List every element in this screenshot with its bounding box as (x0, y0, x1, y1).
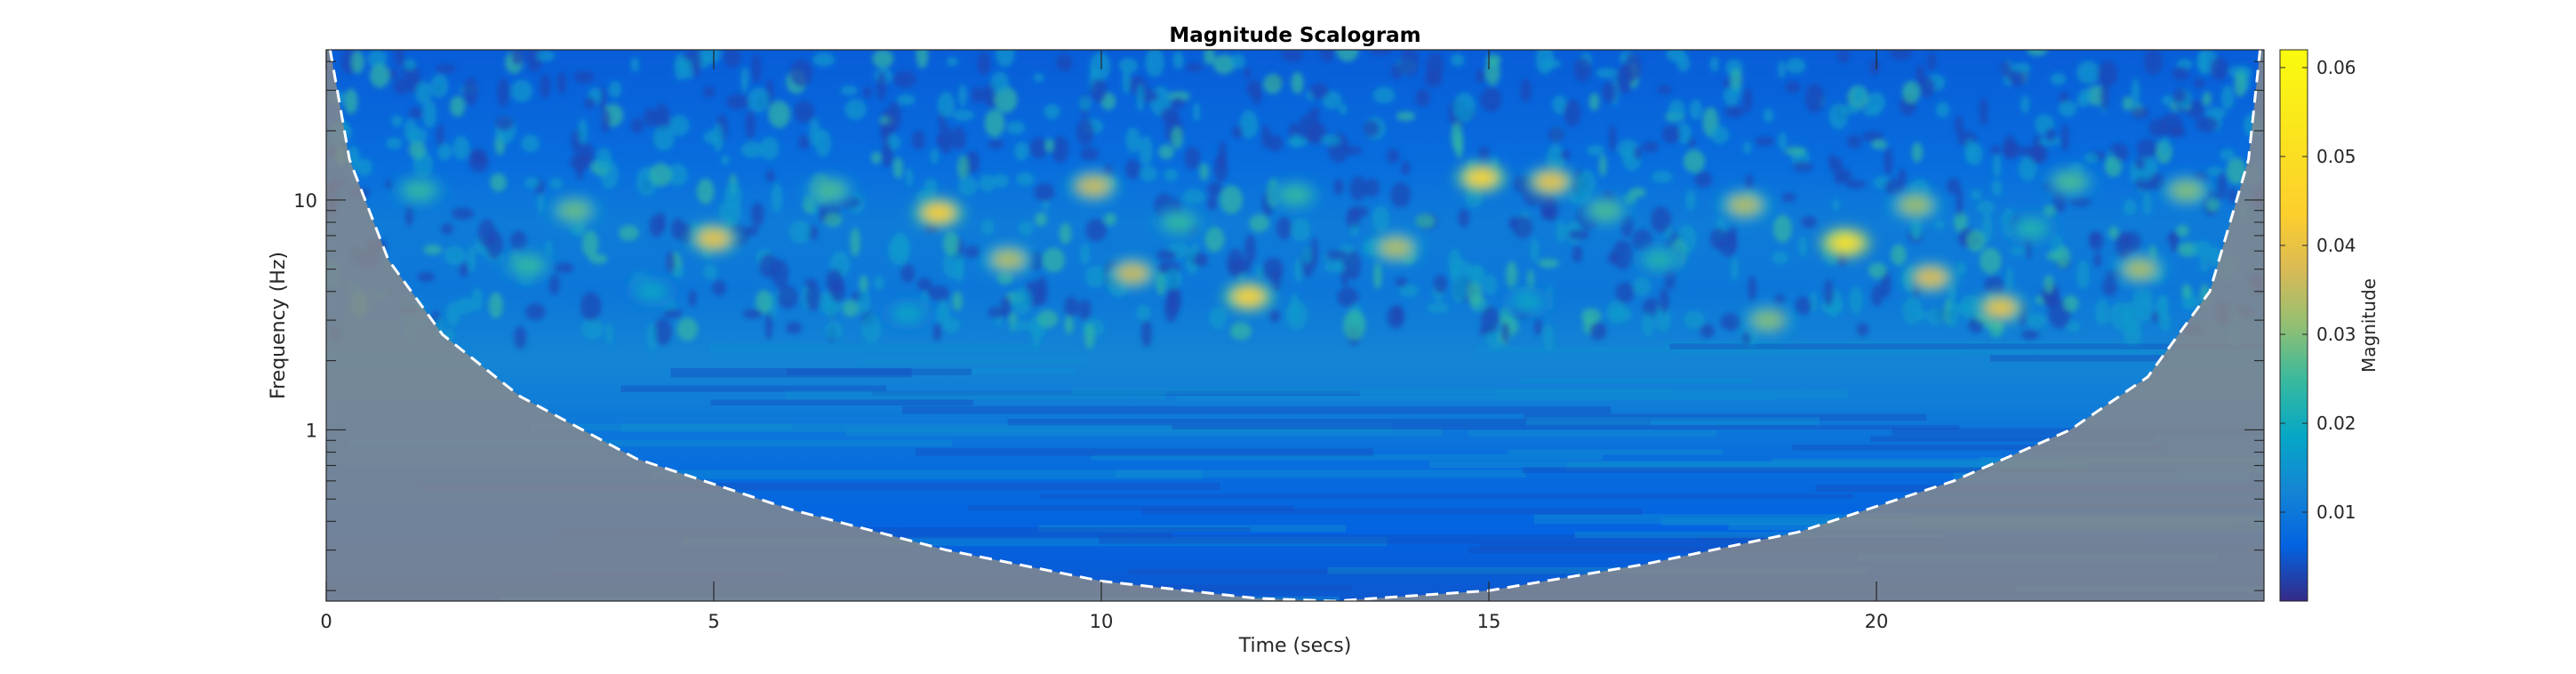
plot-area (325, 49, 2265, 602)
y-tick-label: 1 (306, 420, 317, 441)
hotspot (813, 181, 846, 201)
colorbar-tick-label: 0.03 (2316, 324, 2356, 345)
hotspot (2054, 172, 2086, 192)
y-axis-label: Frequency (Hz) (268, 252, 290, 399)
x-tick-label: 15 (1477, 611, 1501, 632)
hotspot (1465, 167, 1498, 188)
colorbar-gradient (2279, 49, 2308, 602)
hotspot (922, 203, 955, 223)
hotspot (403, 181, 436, 201)
hotspot (1116, 263, 1148, 284)
hotspot (892, 303, 924, 324)
hotspot (1163, 212, 1196, 232)
colorbar-tick-label: 0.01 (2316, 501, 2356, 523)
x-tick-label: 5 (708, 611, 719, 632)
hotspot (1534, 172, 1567, 192)
x-tick-label: 20 (1865, 611, 1889, 632)
x-axis-ticks: 0 5 10 15 20 (320, 50, 1888, 632)
hotspot (1829, 233, 1862, 253)
hotspot (1915, 268, 1948, 288)
hotspot (1077, 176, 1110, 197)
hotspot (1751, 310, 1784, 331)
hotspot (1232, 286, 1265, 307)
hotspot (1984, 298, 2017, 318)
cone-of-influence-boundary (328, 50, 2262, 601)
cone-of-influence-shade (326, 50, 2264, 601)
hotspot (1728, 195, 1761, 215)
hotspot (636, 281, 668, 301)
hotspot (1380, 237, 1412, 258)
colorbar-label: Magnitude (2358, 278, 2380, 373)
hotspot (1899, 195, 1932, 215)
colorbar-ticks: 0.01 0.02 0.03 0.04 0.05 0.06 (2280, 57, 2356, 523)
x-tick-label: 10 (1090, 611, 1114, 632)
hotspot (558, 200, 591, 221)
colorbar-tick-label: 0.06 (2316, 57, 2356, 78)
hotspot-layer (392, 161, 2213, 337)
y-tick-label: 10 (293, 190, 317, 212)
hotspot (992, 250, 1025, 270)
hotspot (1643, 250, 1676, 270)
colorbar-tick-label: 0.05 (2316, 146, 2356, 167)
colorbar-tick-label: 0.04 (2316, 235, 2356, 256)
hotspot (2124, 259, 2156, 279)
x-tick-label: 0 (320, 611, 332, 632)
colorbar-tick-label: 0.02 (2316, 413, 2356, 434)
chart-title: Magnitude Scalogram (1169, 24, 1420, 47)
y-axis-ticks: 1 10 (293, 60, 2264, 591)
plot-frame (325, 49, 2265, 602)
x-axis-label: Time (secs) (1238, 635, 1352, 657)
colorbar: 0.01 0.02 0.03 0.04 0.05 0.06 Magnitude (2279, 49, 2380, 602)
hotspot (1279, 185, 1311, 205)
hotspot (2170, 181, 2203, 201)
hotspot (1511, 292, 1544, 312)
hotspot (511, 255, 544, 276)
hotspot (1588, 200, 1621, 221)
hotspot (698, 229, 730, 249)
hotspot (2015, 219, 2048, 239)
